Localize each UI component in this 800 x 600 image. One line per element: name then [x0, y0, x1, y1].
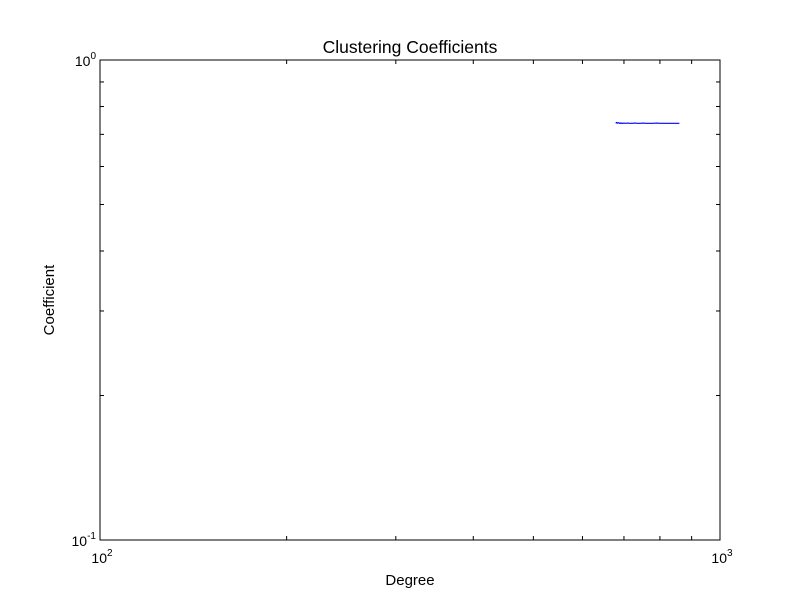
y-tick-label: 100	[75, 51, 97, 69]
y-axis-label: Coefficient	[41, 264, 58, 335]
x-axis-label: Degree	[385, 572, 434, 589]
chart-title: Clustering Coefficients	[323, 37, 498, 57]
series-group	[615, 121, 680, 124]
x-tick-label: 103	[711, 548, 733, 566]
series-line	[615, 121, 680, 124]
x-tick-label: 102	[91, 548, 113, 566]
axis-ticks	[99, 59, 721, 541]
y-tick-label: 10-1	[72, 531, 97, 549]
plot-frame	[99, 59, 721, 541]
tick-labels: 102 103 10-1 100	[72, 51, 733, 566]
